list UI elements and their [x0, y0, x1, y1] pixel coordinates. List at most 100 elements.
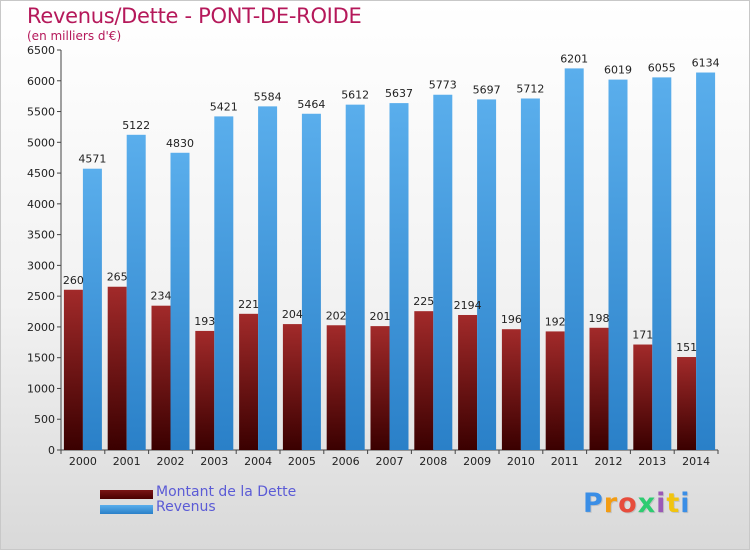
data-label: 221	[238, 298, 259, 311]
data-label: 4830	[166, 137, 194, 150]
x-tick-label: 2002	[157, 455, 185, 468]
data-label: 234	[151, 290, 172, 303]
bar-dette	[501, 329, 521, 450]
data-label: 6019	[604, 64, 632, 77]
y-tick-label: 6000	[27, 75, 55, 88]
data-label: 171	[632, 329, 653, 342]
data-label: 5712	[516, 82, 544, 95]
x-tick-label: 2004	[244, 455, 272, 468]
x-tick-label: 2011	[551, 455, 579, 468]
data-label: 4571	[78, 153, 106, 166]
y-tick-label: 5500	[27, 106, 55, 119]
x-tick-label: 2012	[595, 455, 623, 468]
y-tick-label: 3500	[27, 229, 55, 242]
chart-subtitle: (en milliers d'€)	[27, 29, 122, 43]
data-label: 196	[501, 313, 522, 326]
data-label: 201	[370, 310, 391, 323]
bar-revenus	[389, 103, 409, 450]
bar-revenus	[608, 79, 628, 450]
x-tick-label: 2006	[332, 455, 360, 468]
x-tick-label: 2010	[507, 455, 535, 468]
data-label: 260	[63, 274, 84, 287]
y-axis: 0 500 1000 1500 2000 2500 3000 3500 4000 4500 5000…	[27, 44, 62, 457]
data-label: 6201	[560, 52, 588, 65]
data-label: 198	[589, 312, 610, 325]
bar-series-group	[63, 68, 716, 451]
data-label: 225	[413, 295, 434, 308]
data-label: 5464	[297, 98, 325, 111]
bar-revenus	[477, 99, 497, 451]
proxiti-logo: Proxiti	[583, 488, 691, 519]
bar-dette	[677, 357, 697, 450]
y-tick-label: 2000	[27, 321, 55, 334]
x-tick-label: 2005	[288, 455, 316, 468]
data-label: 5584	[254, 90, 282, 103]
bar-revenus	[564, 68, 584, 451]
data-label: 5637	[385, 87, 413, 100]
bar-dette	[458, 314, 478, 450]
bar-dette	[107, 286, 127, 450]
y-tick-label: 1000	[27, 382, 55, 395]
data-label: 5612	[341, 89, 369, 102]
bar-revenus	[433, 94, 453, 450]
bar-dette	[326, 325, 346, 450]
bar-dette	[151, 305, 171, 450]
x-tick-label: 2001	[113, 455, 141, 468]
y-tick-label: 1500	[27, 352, 55, 365]
data-label: 2194	[454, 299, 482, 312]
legend-swatch-dette	[100, 490, 153, 499]
bar-revenus	[345, 104, 365, 451]
x-tick-label: 2009	[463, 455, 491, 468]
data-label: 5122	[122, 119, 150, 132]
bar-dette	[195, 330, 215, 450]
y-tick-label: 6500	[27, 44, 55, 57]
data-label: 192	[545, 315, 566, 328]
x-tick-label: 2013	[638, 455, 666, 468]
bar-revenus	[301, 113, 321, 450]
bar-revenus	[520, 98, 540, 450]
bar-dette	[370, 326, 390, 450]
bar-dette	[545, 331, 565, 450]
data-label: 5421	[210, 100, 238, 113]
y-tick-label: 0	[48, 444, 55, 457]
x-tick-label: 2008	[419, 455, 447, 468]
bar-revenus	[126, 134, 146, 451]
bar-dette	[589, 327, 609, 450]
y-tick-label: 5000	[27, 136, 55, 149]
value-labels-group: 260 265 234 193 221 204 202 201 225 2194 196 192 198…	[63, 52, 720, 354]
data-label: 265	[107, 271, 128, 284]
data-label: 5773	[429, 79, 457, 92]
bar-revenus	[170, 152, 190, 450]
bar-revenus	[652, 77, 672, 450]
y-tick-label: 2500	[27, 290, 55, 303]
legend-label-revenus: Revenus	[156, 499, 216, 515]
data-label: 202	[326, 309, 347, 322]
data-label: 5697	[473, 83, 501, 96]
x-tick-label: 2014	[682, 455, 710, 468]
bar-revenus	[258, 106, 278, 450]
data-label: 204	[282, 308, 303, 321]
bar-dette	[63, 289, 83, 450]
data-label: 193	[194, 315, 215, 328]
data-label: 151	[676, 341, 697, 354]
data-label: 6134	[692, 57, 720, 70]
bar-dette	[239, 313, 259, 450]
bar-dette	[414, 311, 434, 450]
chart-title: Revenus/Dette - PONT-DE-ROIDE	[27, 4, 362, 28]
bar-revenus	[696, 72, 716, 451]
bar-dette	[282, 324, 302, 450]
bar-revenus	[82, 168, 102, 450]
y-tick-label: 4000	[27, 198, 55, 211]
legend-label-dette: Montant de la Dette	[156, 484, 297, 500]
y-tick-label: 4500	[27, 167, 55, 180]
x-tick-label: 2000	[69, 455, 97, 468]
bar-dette	[633, 344, 653, 450]
bar-revenus	[214, 116, 234, 451]
x-tick-label: 2003	[200, 455, 228, 468]
data-label: 6055	[648, 61, 676, 74]
legend-swatch-revenus	[100, 505, 153, 514]
x-axis: 2000 2001 2002 2003 2004 2005 2006 2007 2008 2009…	[60, 449, 719, 468]
y-tick-label: 500	[34, 413, 55, 426]
y-tick-label: 3000	[27, 259, 55, 272]
